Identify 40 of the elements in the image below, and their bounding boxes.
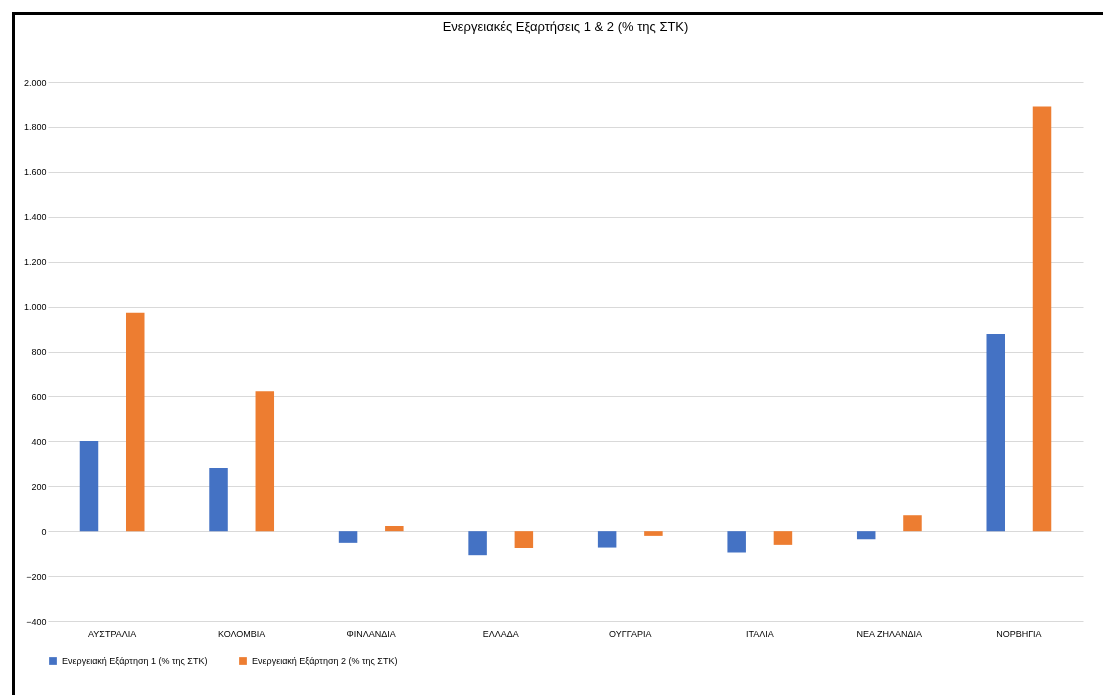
bar: [856, 531, 876, 540]
bar: [338, 531, 358, 543]
x-tick-label: ΚΟΛΟΜΒΙΑ: [217, 628, 266, 639]
bar: [1032, 106, 1052, 532]
bar: [986, 333, 1005, 532]
bar: [644, 531, 663, 536]
bar: [773, 531, 793, 545]
y-tick-label: 1.600: [23, 167, 47, 178]
y-tick-label: 1.200: [23, 257, 47, 268]
y-tick-label: −400: [26, 616, 47, 627]
y-tick-label: −200: [26, 571, 47, 582]
y-tick-label: 1.800: [23, 122, 47, 133]
x-tick-label: ΝΕΑ ΖΗΛΑΝΔΙΑ: [856, 628, 923, 639]
bar: [903, 515, 922, 532]
y-tick-label: 1.000: [23, 302, 47, 313]
y-tick-label: 400: [31, 436, 47, 447]
bar: [514, 531, 534, 549]
bar: [727, 531, 746, 553]
x-tick-label: ΑΥΣΤΡΑΛΙΑ: [87, 628, 137, 639]
bar: [385, 526, 404, 532]
y-tick-label: 600: [31, 391, 47, 402]
bar: [209, 468, 228, 532]
x-tick-label: ΙΤΑΛΙΑ: [745, 628, 774, 639]
bar: [255, 391, 275, 532]
y-tick-label: 2.000: [23, 77, 47, 88]
x-tick-label: ΝΟΡΒΗΓΙΑ: [996, 628, 1042, 639]
chart-title: Ενεργειακές Εξαρτήσεις 1 & 2 (% της ΣΤΚ): [442, 19, 689, 34]
y-tick-label: 800: [31, 347, 47, 357]
bar: [468, 531, 487, 556]
bar: [126, 312, 145, 532]
legend-label: Ενεργειακή Εξάρτηση 1 (% της ΣΤΚ): [62, 656, 208, 666]
bar: [79, 441, 99, 532]
y-tick-label: 1.400: [23, 212, 47, 223]
y-tick-label: 0: [41, 526, 47, 537]
x-tick-label: ΕΛΛΑΔΑ: [482, 628, 519, 639]
bar: [597, 531, 617, 548]
x-tick-label: ΟΥΓΓΑΡΙΑ: [609, 628, 652, 639]
x-tick-label: ΦΙΝΛΑΝΔΙΑ: [346, 628, 396, 639]
legend-label: Ενεργειακή Εξάρτηση 2 (% της ΣΤΚ): [252, 656, 398, 666]
y-tick-label: 200: [31, 481, 47, 492]
